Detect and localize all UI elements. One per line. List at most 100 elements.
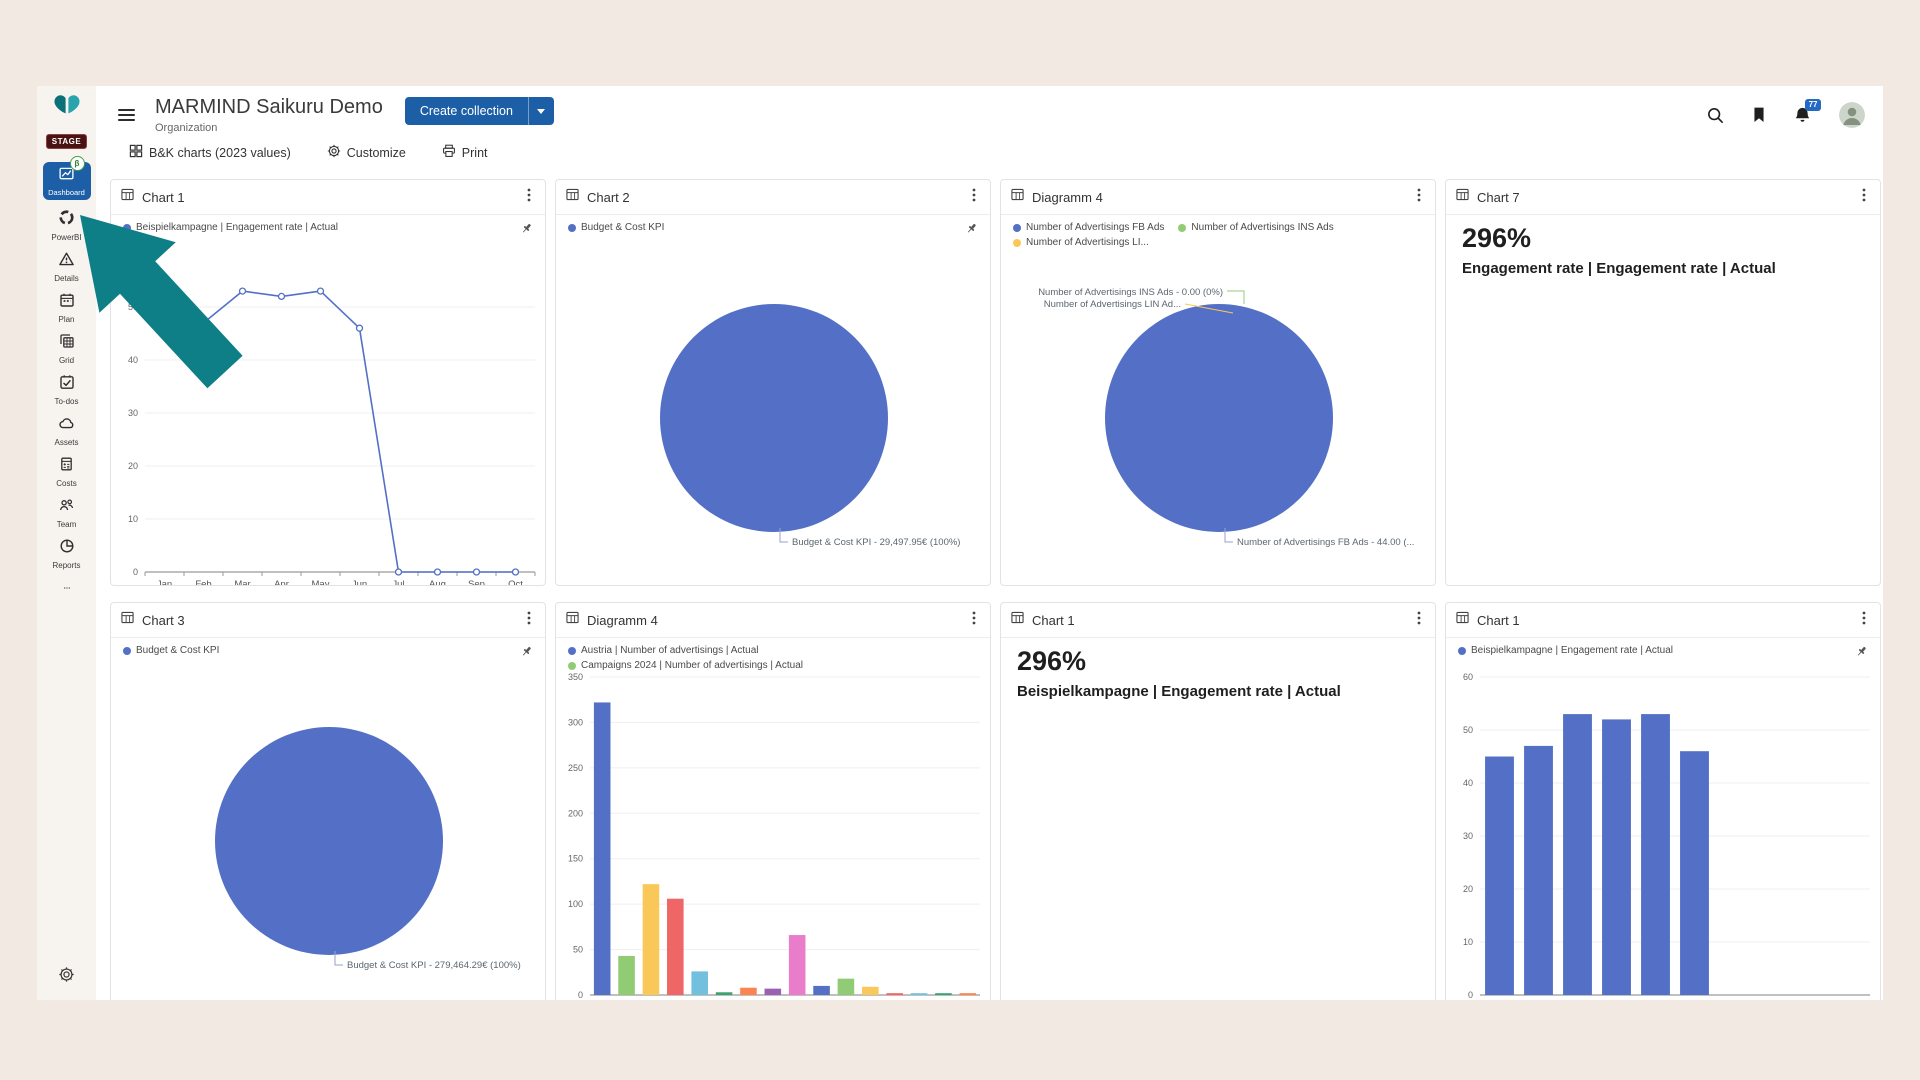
pin-icon[interactable]: [520, 222, 533, 240]
legend-dot: [568, 646, 576, 655]
legend-item[interactable]: Austria | Number of advertisings | Actua…: [568, 645, 759, 656]
svg-text:Budget & Cost KPI - 29,497.95€: Budget & Cost KPI - 29,497.95€ (100%): [792, 537, 960, 548]
customize-button[interactable]: Customize: [327, 144, 406, 161]
svg-text:0: 0: [578, 990, 583, 1000]
chart-legend: Budget & Cost KPI: [568, 222, 664, 233]
card-header: Chart 1: [1001, 603, 1435, 638]
legend-item[interactable]: Beispielkampagne | Engagement rate | Act…: [1458, 645, 1673, 656]
table-icon: [566, 611, 579, 629]
create-collection-dropdown[interactable]: [527, 97, 554, 125]
sidebar-item-label: Assets: [54, 438, 79, 447]
board-name: B&K charts (2023 values): [149, 145, 291, 160]
topbar-actions: 77: [1706, 98, 1865, 128]
svg-text:Number of Advertisings INS Ads: Number of Advertisings INS Ads - 0.00 (0…: [1038, 287, 1223, 298]
board-toolbar: B&K charts (2023 values) Customize Print: [129, 144, 1883, 161]
sidebar: STAGE Dashboard β PowerBI Details Plan Grid To…: [37, 86, 96, 1000]
calendar-icon: [59, 292, 75, 313]
legend-item[interactable]: Budget & Cost KPI: [123, 645, 219, 656]
user-avatar[interactable]: [1839, 102, 1865, 128]
chart-legend: Budget & Cost KPI: [123, 645, 219, 656]
legend-item[interactable]: Campaigns 2024 | Number of advertisings …: [568, 660, 803, 671]
sidebar-item-powerbi[interactable]: PowerBI: [43, 209, 91, 242]
legend-item[interactable]: Number of Advertisings INS Ads: [1178, 222, 1334, 233]
page-subtitle: Organization: [155, 122, 218, 134]
legend-row: Beispielkampagne | Engagement rate | Act…: [1446, 638, 1880, 662]
legend-label: Number of Advertisings LI...: [1026, 237, 1149, 248]
search-icon[interactable]: [1706, 106, 1725, 125]
chevron-down-icon: [537, 108, 546, 114]
sidebar-item-label: Grid: [58, 356, 75, 365]
sidebar-item-assets[interactable]: Assets: [43, 415, 91, 447]
svg-text:Number of Advertisings LIN Ad.: Number of Advertisings LIN Ad...: [1044, 299, 1181, 310]
table-icon: [121, 611, 134, 629]
grid-icon: [59, 333, 75, 354]
create-collection-split-button: Create collection: [404, 97, 554, 125]
kpi-block: 296% Beispielkampagne | Engagement rate …: [1001, 638, 1435, 700]
notifications-bell-icon[interactable]: 77: [1793, 98, 1821, 125]
pie-chart-canvas: Number of Advertisings INS Ads - 0.00 (0…: [1001, 241, 1435, 585]
pin-icon[interactable]: [1855, 645, 1868, 663]
notification-count-badge: 77: [1805, 98, 1821, 111]
kebab-menu-icon[interactable]: [523, 609, 535, 632]
sidebar-item-dashboard[interactable]: Dashboard β: [42, 156, 91, 200]
kebab-menu-icon[interactable]: [1413, 609, 1425, 632]
cloud-icon: [58, 415, 75, 436]
sidebar-nav: Dashboard β PowerBI Details Plan Grid To-dos As…: [42, 156, 91, 606]
pie-chart-canvas: Budget & Cost KPI - 29,497.95€ (100%): [556, 241, 990, 585]
board-selector[interactable]: B&K charts (2023 values): [129, 144, 291, 161]
bookmark-icon[interactable]: [1752, 106, 1766, 124]
hamburger-menu-icon[interactable]: [118, 109, 135, 121]
sidebar-item-to-dos[interactable]: To-dos: [43, 374, 91, 406]
card-chart-1-bars: Chart 1 Beispielkampagne | Engagement ra…: [1445, 602, 1881, 1000]
sidebar-item-costs[interactable]: Costs: [43, 456, 91, 488]
kebab-menu-icon[interactable]: [523, 186, 535, 209]
legend-item[interactable]: Number of Advertisings FB Ads: [1013, 222, 1164, 233]
card-title: Diagramm 4: [1032, 189, 1103, 205]
legend-item[interactable]: Beispielkampagne | Engagement rate | Act…: [123, 222, 338, 233]
svg-text:Jan: Jan: [157, 579, 172, 586]
bar-chart-canvas: 0 10 20 30 40 50 60: [1446, 664, 1880, 1000]
team-icon: [58, 497, 75, 518]
card-title: Chart 1: [1477, 612, 1520, 628]
card-diagramm-4-bars: Diagramm 4 Austria | Number of advertisi…: [555, 602, 991, 1000]
sidebar-item-plan[interactable]: Plan: [43, 292, 91, 324]
card-header: Chart 3: [111, 603, 545, 638]
svg-text:Sep: Sep: [468, 579, 485, 586]
sidebar-item-reports[interactable]: Reports: [43, 538, 91, 570]
sidebar-item-details[interactable]: Details: [43, 251, 91, 283]
dashboard-grid: Chart 1 Beispielkampagne | Engagement ra…: [96, 161, 1883, 1000]
card-title: Chart 1: [1032, 612, 1075, 628]
legend-item[interactable]: Number of Advertisings LI...: [1013, 237, 1149, 248]
kebab-menu-icon[interactable]: [1858, 609, 1870, 632]
kebab-menu-icon[interactable]: [1858, 186, 1870, 209]
sidebar-item-grid[interactable]: Grid: [43, 333, 91, 365]
kebab-menu-icon[interactable]: [1413, 186, 1425, 209]
powerbi-icon: [58, 209, 75, 231]
sidebar-item-label: Details: [54, 274, 79, 283]
top-bar: MARMIND Saikuru Demo Organization Create…: [96, 86, 1883, 138]
pin-icon[interactable]: [520, 645, 533, 663]
card-header: Chart 1: [111, 180, 545, 215]
pin-icon[interactable]: [965, 222, 978, 240]
sidebar-item-team[interactable]: Team: [43, 497, 91, 529]
settings-gear-icon[interactable]: [58, 966, 75, 988]
svg-text:20: 20: [1463, 884, 1473, 894]
create-collection-button[interactable]: Create collection: [404, 97, 528, 125]
sidebar-item-more[interactable]: [43, 579, 91, 597]
pie-chart-canvas: Budget & Cost KPI - 279,464.29€ (100%): [111, 664, 545, 1000]
kebab-menu-icon[interactable]: [968, 609, 980, 632]
legend-label: Beispielkampagne | Engagement rate | Act…: [1471, 645, 1673, 656]
kpi-value: 296%: [1462, 223, 1532, 253]
kebab-menu-icon[interactable]: [968, 186, 980, 209]
print-button[interactable]: Print: [442, 144, 488, 161]
svg-text:250: 250: [568, 763, 583, 773]
chart-legend: Austria | Number of advertisings | Actua…: [568, 645, 957, 671]
svg-text:40: 40: [128, 355, 138, 365]
svg-text:0: 0: [133, 567, 138, 577]
marmind-logo-icon[interactable]: [52, 93, 82, 121]
card-header: Chart 7: [1446, 180, 1880, 215]
legend-item[interactable]: Budget & Cost KPI: [568, 222, 664, 233]
main-content: MARMIND Saikuru Demo Organization Create…: [96, 86, 1883, 1000]
stage-badge: STAGE: [45, 134, 88, 149]
card-chart-3-pie: Chart 3 Budget & Cost KPI Budget & Cost …: [110, 602, 546, 1000]
